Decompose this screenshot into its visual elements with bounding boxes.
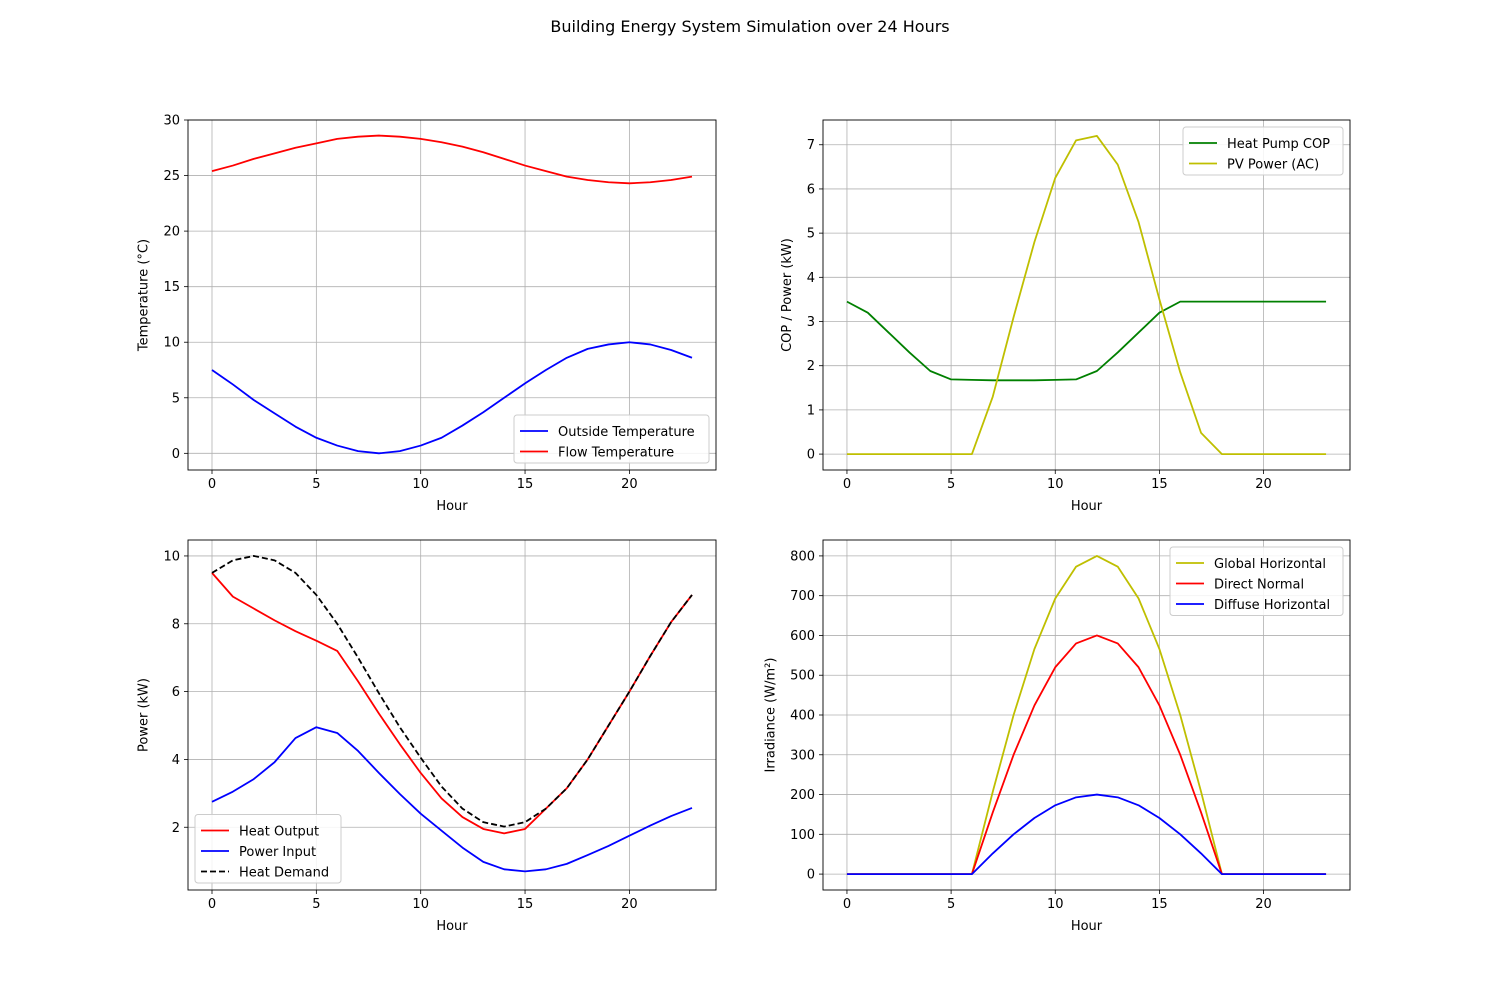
x-tick-label: 15 <box>1151 477 1168 492</box>
figure-title: Building Energy System Simulation over 2… <box>550 17 950 36</box>
y-tick-label: 200 <box>790 788 815 803</box>
legend-entry: Heat Output <box>239 825 319 840</box>
x-tick-label: 20 <box>621 897 638 912</box>
y-tick-label: 600 <box>790 629 815 644</box>
y-tick-label: 15 <box>163 280 180 295</box>
y-tick-label: 500 <box>790 669 815 684</box>
series-line-3 <box>211 555 693 828</box>
y-tick-label: 2 <box>172 821 180 836</box>
x-tick-label: 15 <box>517 897 534 912</box>
y-tick-label: 800 <box>790 549 815 564</box>
legend: Heat Pump COP PV Power (AC) <box>1182 126 1344 176</box>
legend: Global Horizontal Direct Normal Diffuse Ho… <box>1169 546 1344 616</box>
y-tick-label: 4 <box>172 753 180 768</box>
x-tick-label: 5 <box>947 897 955 912</box>
axes-frame <box>187 119 717 471</box>
series-line-3 <box>846 793 1327 875</box>
legend-entry: Global Horizontal <box>1214 557 1326 572</box>
legend-box <box>1182 126 1344 176</box>
x-tick-label: 5 <box>312 477 320 492</box>
y-tick-label: 6 <box>807 182 815 197</box>
x-tick-label: 15 <box>517 477 534 492</box>
x-tick-label: 0 <box>843 897 851 912</box>
x-tick-label: 15 <box>1151 897 1168 912</box>
x-tick-label: 20 <box>1255 477 1272 492</box>
y-axis-label: Temperature (°C) <box>137 239 152 352</box>
y-tick-label: 8 <box>172 617 180 632</box>
y-tick-label: 100 <box>790 828 815 843</box>
y-tick-label: 30 <box>163 114 180 129</box>
series-line-2 <box>211 134 693 185</box>
x-tick-label: 5 <box>947 477 955 492</box>
y-tick-label: 300 <box>790 748 815 763</box>
subplot-4: 0 5 10 15 200100200300400500600700800HourIrr… <box>763 539 1351 934</box>
legend-entry: Power Input <box>239 845 316 860</box>
legend: Outside Temperature Flow Temperature <box>513 414 710 464</box>
y-tick-label: 3 <box>807 315 815 330</box>
x-tick-label: 20 <box>621 477 638 492</box>
x-tick-label: 0 <box>208 897 216 912</box>
x-tick-label: 0 <box>843 477 851 492</box>
y-axis-label: Power (kW) <box>137 678 152 752</box>
legend-entry: Flow Temperature <box>558 446 674 461</box>
plot-area <box>823 120 1350 470</box>
legend-entry: Heat Demand <box>239 866 329 881</box>
y-axis-label: Irradiance (W/m²) <box>763 658 778 773</box>
legend-entry: PV Power (AC) <box>1227 158 1319 173</box>
y-tick-label: 0 <box>807 448 815 463</box>
x-axis-label: Hour <box>436 499 468 514</box>
axes-frame <box>187 539 717 891</box>
y-tick-label: 700 <box>790 589 815 604</box>
y-tick-label: 400 <box>790 709 815 724</box>
y-tick-label: 4 <box>807 271 815 286</box>
y-tick-label: 0 <box>172 447 180 462</box>
x-tick-label: 10 <box>1047 897 1064 912</box>
x-tick-label: 5 <box>312 897 320 912</box>
x-tick-label: 10 <box>412 477 429 492</box>
legend-box <box>1169 546 1344 616</box>
subplot-3: 0 5 10 15 20 2 4 6 8 10 Hour Power (kW) Heat Output P… <box>137 539 717 934</box>
legend-entry: Heat Pump COP <box>1227 137 1330 152</box>
y-tick-label: 0 <box>807 868 815 883</box>
plot-area <box>188 120 716 470</box>
legend-entry: Direct Normal <box>1214 578 1304 593</box>
y-tick-label: 10 <box>163 549 180 564</box>
x-tick-label: 0 <box>208 477 216 492</box>
series-line-1 <box>211 572 693 835</box>
axes-frame <box>822 119 1351 471</box>
y-tick-label: 1 <box>807 403 815 418</box>
legend-entry: Diffuse Horizontal <box>1214 598 1330 613</box>
y-tick-label: 20 <box>163 225 180 240</box>
y-tick-label: 25 <box>163 169 180 184</box>
series-line-1 <box>846 300 1327 382</box>
y-tick-label: 10 <box>163 336 180 351</box>
x-tick-label: 10 <box>412 897 429 912</box>
x-tick-label: 20 <box>1255 897 1272 912</box>
y-tick-label: 5 <box>172 391 180 406</box>
legend-box <box>513 414 710 464</box>
y-tick-label: 7 <box>807 138 815 153</box>
x-axis-label: Hour <box>1071 919 1103 934</box>
series-line-2 <box>211 726 693 873</box>
subplot-1: 0 5 10 15 20 0 5 10 15 20 25 30 Hour Temperature (°C)… <box>137 114 717 514</box>
x-axis-label: Hour <box>1071 499 1103 514</box>
legend-entry: Outside Temperature <box>558 425 695 440</box>
y-tick-label: 5 <box>807 227 815 242</box>
series-line-1 <box>211 341 693 455</box>
series-line-2 <box>846 135 1327 455</box>
legend: Heat Output Power Input Heat Demand <box>194 814 342 884</box>
y-tick-label: 6 <box>172 685 180 700</box>
x-axis-label: Hour <box>436 919 468 934</box>
subplot-2: 0 5 10 15 20 0 1 2 3 4 5 6 7 Hour COP / Power (kW) Heat… <box>780 119 1351 514</box>
y-tick-label: 2 <box>807 359 815 374</box>
legend-box <box>194 814 342 884</box>
x-tick-label: 10 <box>1047 477 1064 492</box>
y-axis-label: COP / Power (kW) <box>780 238 795 352</box>
